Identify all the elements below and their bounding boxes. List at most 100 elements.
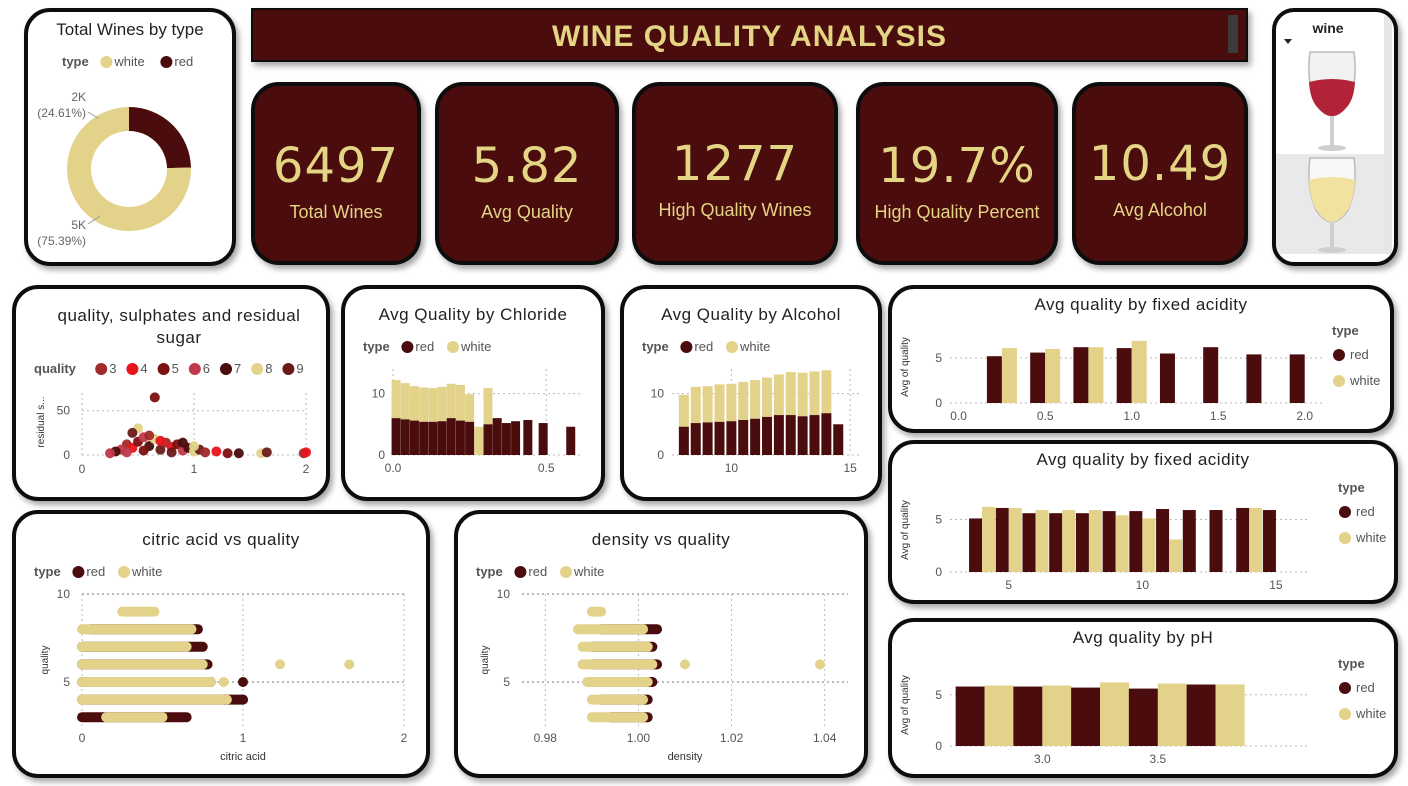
legend-label-white: white [1355, 706, 1386, 721]
ph-bar-chart: 0 5 3.0 3.5 Avg of quality type red white [900, 656, 1386, 766]
y-tick-label: 0 [63, 448, 70, 462]
bar-white [455, 384, 465, 421]
slicer-dropdown-icon[interactable] [1284, 39, 1292, 44]
white-wine-glass-option[interactable] [1276, 154, 1384, 254]
bar-red [1073, 347, 1089, 403]
scatter-point [149, 392, 160, 403]
bar-red [455, 420, 465, 455]
sulphates-scatter-card: quality, sulphates and residual sugar qu… [12, 285, 330, 501]
banner-scrollbar[interactable] [1228, 15, 1238, 53]
bar-red [428, 421, 438, 455]
fixed-acidity-bar-chart-1: 0 5 0.0 0.5 1.0 1.5 2.0 Avg of quality type red wh… [900, 323, 1380, 423]
bar-red [809, 415, 820, 455]
legend-label-red: red [86, 564, 105, 579]
legend-marker-3 [95, 363, 108, 375]
legend-title: type [62, 54, 89, 69]
legend-label-8: 8 [265, 361, 272, 376]
bar-red [538, 423, 548, 455]
scatter-point-white [815, 659, 826, 670]
x-tick-label: 10 [725, 461, 739, 475]
wine-slicer: wine [1272, 8, 1398, 266]
scatter-band-white [77, 694, 229, 705]
scatter-point [177, 437, 188, 448]
bar-red [969, 518, 983, 572]
kpi-value: 5.82 [471, 138, 583, 194]
bar-white [773, 374, 784, 416]
legend-label-red: red [1356, 504, 1375, 519]
data-label-white: 5K [71, 218, 86, 232]
legend-marker-red [72, 566, 85, 578]
bar-red [1186, 684, 1216, 746]
kpi-value: 1277 [671, 136, 799, 192]
legend-marker-red [1339, 682, 1351, 694]
legend-label-red: red [1356, 680, 1375, 695]
scatter-point [200, 447, 211, 458]
bar-white [1035, 510, 1049, 572]
bar-red [1075, 513, 1089, 572]
bar-red [465, 421, 475, 455]
donut-slice-red [129, 107, 191, 169]
legend-marker-white [1333, 375, 1345, 387]
bar-white [1215, 684, 1245, 746]
bar-red [750, 418, 761, 455]
scatter-band-white [577, 641, 653, 652]
y-tick-label: 5 [935, 351, 942, 365]
legend-marker-red [160, 56, 173, 68]
bar-white [446, 383, 456, 419]
bar-red [446, 418, 456, 455]
legend-marker-7 [220, 363, 232, 375]
fixed-acidity-bar-chart-2: 0 5 5 10 15 Avg of quality type red white [900, 480, 1386, 592]
bar-white [821, 370, 832, 414]
bar-white [1062, 510, 1076, 572]
data-label-red-pct: (24.61%) [37, 106, 86, 120]
x-tick-label: 3.0 [1034, 752, 1051, 766]
bar-white [762, 377, 772, 417]
x-tick-label: 1 [191, 462, 198, 476]
bar-white [474, 426, 484, 455]
density-scatter-plot: type red white 5 10 0.98 1.00 1.02 1.04 quality de… [476, 564, 848, 763]
scatter-point-white [680, 659, 690, 670]
scatter-band-white [77, 624, 197, 635]
scatter-point [155, 444, 166, 455]
bar-white [400, 383, 410, 420]
bar-red [419, 421, 429, 455]
bar-red [1156, 509, 1170, 572]
x-tick-label: 0.5 [1037, 409, 1054, 423]
scatter-band-white [582, 677, 653, 687]
bar-red [797, 416, 808, 455]
legend-marker-9 [282, 363, 295, 375]
bar-red [678, 426, 689, 455]
red-wine-glass-option[interactable] [1276, 50, 1384, 152]
bar-white [982, 506, 996, 572]
data-label-white-pct: (75.39%) [37, 234, 86, 248]
x-axis-label: citric acid [220, 751, 266, 763]
legend-title: quality [34, 361, 77, 376]
y-axis-label: residual s... [36, 396, 47, 447]
total-wines-card: Total Wines by type type white red 2K (24.61%… [24, 8, 236, 266]
chart-title: density vs quality [591, 530, 731, 549]
x-tick-label: 3.5 [1150, 752, 1167, 766]
bar-red [1030, 352, 1046, 403]
y-tick-label: 50 [57, 404, 71, 418]
fixed-acidity-card-2: Avg quality by fixed acidity 0 5 5 10 15 Avg … [888, 440, 1398, 604]
bar-white [483, 388, 493, 425]
legend-label-7: 7 [234, 361, 241, 376]
chart-title: citric acid vs quality [142, 530, 300, 549]
scatter-point [105, 448, 115, 459]
bar-red [1049, 513, 1063, 572]
bar-white [391, 380, 401, 419]
legend-marker-red [401, 341, 414, 353]
bar-red [995, 507, 1009, 572]
donut-slice-white [66, 107, 192, 231]
legend-label-white: white [113, 54, 144, 69]
slicer-scrollbar[interactable] [1384, 16, 1392, 254]
bar-white [785, 372, 796, 416]
legend-label-red: red [174, 54, 193, 69]
x-tick-label: 10 [1136, 578, 1150, 592]
legend-marker-8 [251, 363, 264, 375]
scatter-band-white [586, 712, 649, 723]
y-tick-label: 0 [935, 565, 942, 579]
donut-chart: Total Wines by type type white red 2K (24.61%… [37, 20, 203, 248]
bar-red [738, 419, 749, 455]
bar-red [833, 424, 844, 455]
